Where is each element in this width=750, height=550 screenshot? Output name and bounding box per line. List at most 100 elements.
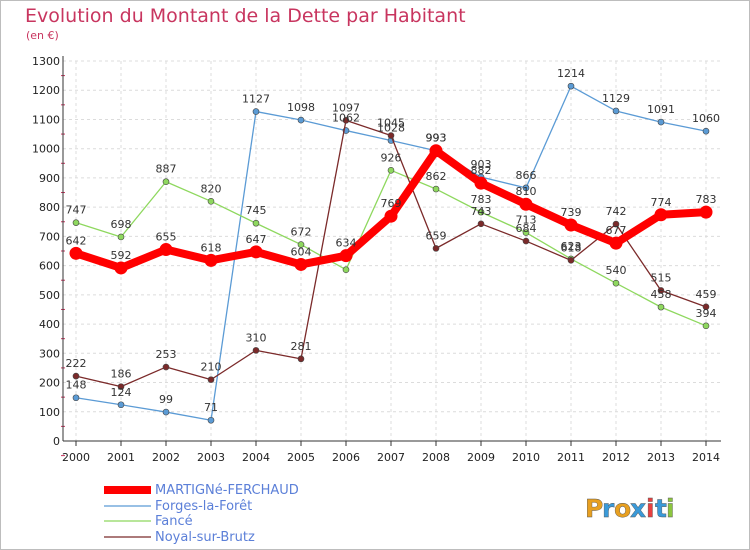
data-label: 148 xyxy=(66,379,87,392)
data-label: 745 xyxy=(246,204,267,217)
data-point xyxy=(252,219,260,227)
data-label: 882 xyxy=(471,164,492,177)
data-point xyxy=(432,245,440,252)
data-point xyxy=(612,107,620,115)
data-label: 684 xyxy=(516,222,537,235)
data-label: 458 xyxy=(651,288,672,301)
data-label: 618 xyxy=(561,241,582,254)
data-point xyxy=(654,208,668,222)
data-point xyxy=(657,118,665,126)
y-tick-label: 600 xyxy=(39,260,60,273)
logo-letter: i xyxy=(646,494,655,523)
data-label: 1028 xyxy=(377,122,405,135)
data-point xyxy=(699,205,713,219)
data-point xyxy=(72,372,80,380)
data-point xyxy=(429,144,443,158)
y-tick-label: 1100 xyxy=(32,113,60,126)
data-label: 783 xyxy=(471,193,492,206)
data-point xyxy=(522,229,530,236)
data-label: 747 xyxy=(66,204,87,217)
data-point xyxy=(297,241,305,248)
data-point xyxy=(252,347,260,354)
data-label: 1060 xyxy=(692,112,720,125)
logo-letter: i xyxy=(666,494,675,523)
data-label: 783 xyxy=(696,193,717,206)
y-tick-label: 200 xyxy=(39,377,60,390)
data-label: 1045 xyxy=(377,117,405,130)
x-tick-label: 2010 xyxy=(512,451,540,464)
data-label: 604 xyxy=(291,245,312,258)
data-point xyxy=(564,218,578,232)
data-point xyxy=(117,383,125,390)
data-label: 1214 xyxy=(557,67,585,80)
data-label: 698 xyxy=(111,218,132,231)
data-point xyxy=(474,176,488,190)
data-point xyxy=(207,376,215,383)
data-label: 774 xyxy=(651,196,672,209)
data-point xyxy=(69,246,83,260)
data-point xyxy=(519,197,533,211)
data-label: 993 xyxy=(426,132,447,145)
data-label: 71 xyxy=(204,401,218,414)
axes: 0 100 200 300 400 500 600 700 800 900 1000 1100 1200… xyxy=(32,55,721,464)
data-point xyxy=(159,243,173,257)
y-tick-label: 1000 xyxy=(32,143,60,156)
data-point xyxy=(297,355,305,363)
data-label: 210 xyxy=(201,361,222,374)
data-point xyxy=(657,287,665,294)
y-tick-label: 800 xyxy=(39,201,60,214)
data-point xyxy=(72,394,80,402)
data-point xyxy=(162,178,170,186)
y-tick-label: 300 xyxy=(39,347,60,360)
y-tick-label: 400 xyxy=(39,318,60,331)
data-label: 739 xyxy=(561,206,582,219)
data-label: 810 xyxy=(516,185,537,198)
data-point xyxy=(612,279,620,287)
data-point xyxy=(477,208,485,216)
logo-letter: P xyxy=(585,494,603,523)
x-tick-label: 2012 xyxy=(602,451,630,464)
x-tick-label: 2003 xyxy=(197,451,225,464)
gridlines xyxy=(63,60,721,442)
data-point xyxy=(567,82,575,90)
data-label: 1127 xyxy=(242,93,270,106)
data-point xyxy=(477,220,485,228)
y-tick-label: 1300 xyxy=(32,55,60,68)
data-label: 515 xyxy=(651,271,672,284)
data-label: 186 xyxy=(111,368,132,381)
y-tick-label: 500 xyxy=(39,289,60,302)
data-label: 743 xyxy=(471,205,492,218)
data-label: 820 xyxy=(201,182,222,195)
data-point xyxy=(387,167,395,174)
chart-subtitle: (en €) xyxy=(26,29,59,42)
data-label: 281 xyxy=(291,340,312,353)
data-point xyxy=(207,416,215,424)
x-tick-label: 2001 xyxy=(107,451,135,464)
data-label: 459 xyxy=(696,288,717,301)
data-label: 1062 xyxy=(332,112,360,125)
data-point xyxy=(522,184,530,192)
data-label: 642 xyxy=(66,234,87,247)
x-tick-label: 2008 xyxy=(422,451,450,464)
data-point xyxy=(72,219,80,226)
data-point xyxy=(252,108,260,115)
legend-label: Forges-la-Forêt xyxy=(155,499,252,514)
data-label: 1097 xyxy=(332,101,360,114)
data-label: 222 xyxy=(66,357,87,370)
data-label: 993 xyxy=(426,132,447,145)
data-point xyxy=(162,408,170,416)
data-label: 866 xyxy=(516,169,537,182)
data-label: 310 xyxy=(246,331,267,344)
data-point xyxy=(609,236,623,250)
data-point xyxy=(522,237,530,245)
legend-label: Noyal-sur-Brutz xyxy=(155,530,255,545)
x-tick-label: 2009 xyxy=(467,451,495,464)
data-point xyxy=(702,322,710,330)
data-point xyxy=(204,253,218,267)
data-point xyxy=(432,185,440,193)
data-label: 623 xyxy=(561,240,582,253)
data-label: 647 xyxy=(246,233,267,246)
data-label: 659 xyxy=(426,229,447,242)
